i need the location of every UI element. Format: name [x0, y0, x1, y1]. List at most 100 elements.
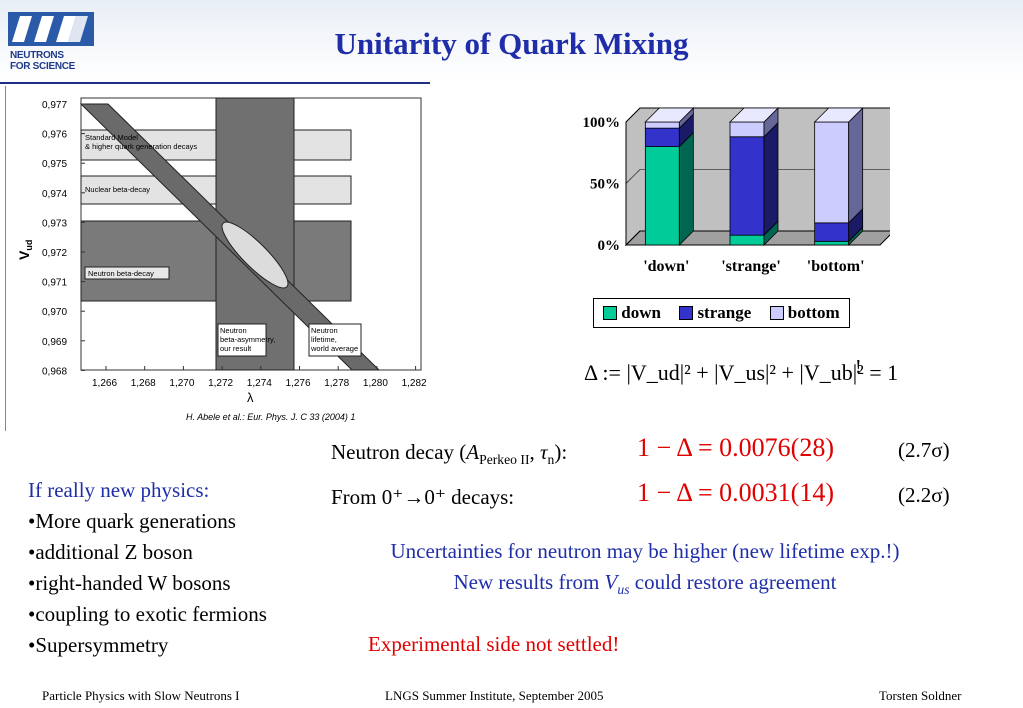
- x-tick-label: 1,268: [131, 378, 156, 389]
- legend-label-bottom: bottom: [787, 303, 840, 322]
- bar-top: [729, 107, 779, 123]
- legend-strange: strange: [679, 303, 751, 323]
- label-asym-box: [217, 323, 267, 357]
- legend-swatch-down: [603, 306, 618, 320]
- legend-bottom: bottom: [769, 303, 840, 323]
- label-sm-2: & higher quark generation decays: [85, 142, 197, 151]
- x-axis-label: λ: [247, 390, 254, 405]
- neutron-decay-result: 1 − Δ = 0.0076(28): [637, 433, 834, 462]
- note-vus-sub: us: [617, 582, 630, 598]
- label-asym-3: our result: [220, 344, 252, 353]
- legend-swatch-bottom: [769, 306, 784, 320]
- chart-y-tick-label: 100%: [583, 115, 621, 131]
- chart-bars: [644, 107, 864, 246]
- bar-segment: [729, 121, 765, 138]
- legend-down: down: [603, 303, 661, 323]
- physics-item: •Supersymmetry: [28, 633, 169, 657]
- physics-item: •coupling to exotic fermions: [28, 602, 267, 626]
- neutron-decay-significance: (2.7σ): [898, 438, 950, 462]
- chart-categories: 'down' 'strange' 'bottom': [643, 258, 864, 275]
- nuclear-decay-significance: (2.2σ): [898, 483, 950, 507]
- label-asym-2: beta-asymmetry,: [220, 335, 275, 344]
- bar-segment-side: [678, 131, 694, 246]
- label-nuclear: Nuclear beta-decay: [85, 185, 150, 194]
- slide-title: Unitarity of Quark Mixing: [334, 26, 689, 61]
- x-tick-label: 1,266: [92, 378, 117, 389]
- y-tick-label: 0,975: [42, 159, 67, 170]
- label-life-3: world average: [310, 344, 358, 353]
- bar-segment: [814, 222, 850, 242]
- label-neutron-box: [84, 266, 170, 280]
- vud-lambda-plot: Standard Model & higher quark generation…: [5, 86, 427, 431]
- label-life-1: Neutron: [311, 326, 338, 335]
- chart-category-label: 'down': [643, 258, 689, 275]
- note-vus-symbol: V: [604, 570, 618, 594]
- x-tick-label: 1,270: [169, 378, 194, 389]
- x-tick-label: 1,276: [286, 378, 311, 389]
- chart-gridline: [625, 230, 641, 246]
- bar-segment: [729, 136, 765, 236]
- x-tick-label: 1,274: [247, 378, 272, 389]
- quark-mixing-bar-chart: 0% 50% 100% 'down' 'strange' 'bottom': [583, 107, 890, 275]
- bar-segment: [644, 127, 680, 148]
- note-vus: New results from Vus could restore agree…: [300, 567, 990, 605]
- neutron-decay-text: Neutron decay: [331, 440, 455, 464]
- label-life-box: [308, 323, 362, 357]
- unitarity-exclamation: !: [855, 356, 862, 378]
- bar-segment-side: [763, 121, 779, 237]
- new-physics-list: If really new physics: •More quark gener…: [28, 475, 267, 661]
- experimental-note: Experimental side not settled!: [368, 632, 620, 656]
- y-tick-labels: 0,977 0,976 0,975 0,974 0,973 0,972 0,971 0,970…: [42, 100, 85, 377]
- unitarity-equation: Δ := |V_ud|² + |V_us|² + |V_ub|² = 1: [584, 360, 899, 385]
- x-tick-labels: 1,266 1,268 1,270 1,272 1,274 1,276 1,278 1,280…: [92, 366, 427, 389]
- bar-segment: [814, 121, 850, 224]
- note-vus-post: could restore agreement: [629, 570, 837, 594]
- header-band: [0, 0, 1023, 82]
- nuclear-decay-result: 1 − Δ = 0.0031(14): [637, 478, 834, 507]
- y-tick-label: 0,970: [42, 307, 67, 318]
- logo-text-line2: FOR SCIENCE: [10, 61, 76, 72]
- legend-swatch-strange: [679, 306, 694, 320]
- note-uncertainty: Uncertainties for neutron may be higher …: [390, 539, 900, 563]
- header-divider: [0, 82, 430, 84]
- x-tick-label: 1,280: [363, 378, 388, 389]
- x-tick-label: 1,278: [324, 378, 349, 389]
- chart-category-label: 'bottom': [807, 258, 865, 275]
- bar-segment: [814, 240, 850, 246]
- footer-center: LNGS Summer Institute, September 2005: [385, 688, 604, 703]
- bar-top: [644, 107, 695, 123]
- ill-logo: [8, 12, 94, 46]
- y-tick-label: 0,974: [42, 189, 67, 200]
- bar-segment: [729, 234, 765, 246]
- y-tick-label: 0,977: [42, 100, 67, 111]
- chart-legend: down strange bottom: [593, 298, 850, 328]
- x-tick-label: 1,282: [402, 378, 426, 389]
- footer-left: Particle Physics with Slow Neutrons I: [42, 688, 240, 703]
- physics-item: •additional Z boson: [28, 540, 193, 564]
- footer-right: Torsten Soldner: [879, 688, 962, 703]
- note-vus-pre: New results from: [453, 570, 605, 594]
- chart-y-tick-label: 50%: [590, 177, 620, 193]
- physics-item: •More quark generations: [28, 509, 236, 533]
- plot-caption: H. Abele et al.: Eur. Phys. J. C 33 (200…: [186, 412, 356, 422]
- label-neutron: Neutron beta-decay: [88, 269, 154, 278]
- vud-lambda-svg: Standard Model & higher quark generation…: [16, 97, 427, 405]
- neutron-decay-label: Neutron decay (APerkeo II, τn):: [331, 440, 568, 468]
- logo-text: NEUTRONS FOR SCIENCE: [10, 50, 100, 72]
- physics-item: •right-handed W bosons: [28, 571, 231, 595]
- y-tick-label: 0,971: [42, 278, 67, 289]
- new-physics-heading: If really new physics:: [28, 478, 210, 502]
- y-tick-label: 0,969: [42, 337, 67, 348]
- uncertainty-notes: Uncertainties for neutron may be higher …: [300, 536, 990, 605]
- chart-gridline: [625, 107, 641, 123]
- nuclear-decay-label: From 0⁺→0⁺ decays:: [331, 485, 515, 509]
- combined-ellipse: [221, 221, 289, 289]
- x-tick-label: 1,272: [208, 378, 233, 389]
- y-axis-label: Vud: [16, 240, 34, 260]
- label-sm-1: Standard Model: [85, 133, 138, 142]
- chart-y-tick-label: 0%: [598, 238, 621, 254]
- label-asym-1: Neutron: [220, 326, 247, 335]
- legend-label-down: down: [621, 303, 661, 322]
- y-tick-label: 0,976: [42, 130, 67, 141]
- y-tick-label: 0,972: [42, 248, 67, 259]
